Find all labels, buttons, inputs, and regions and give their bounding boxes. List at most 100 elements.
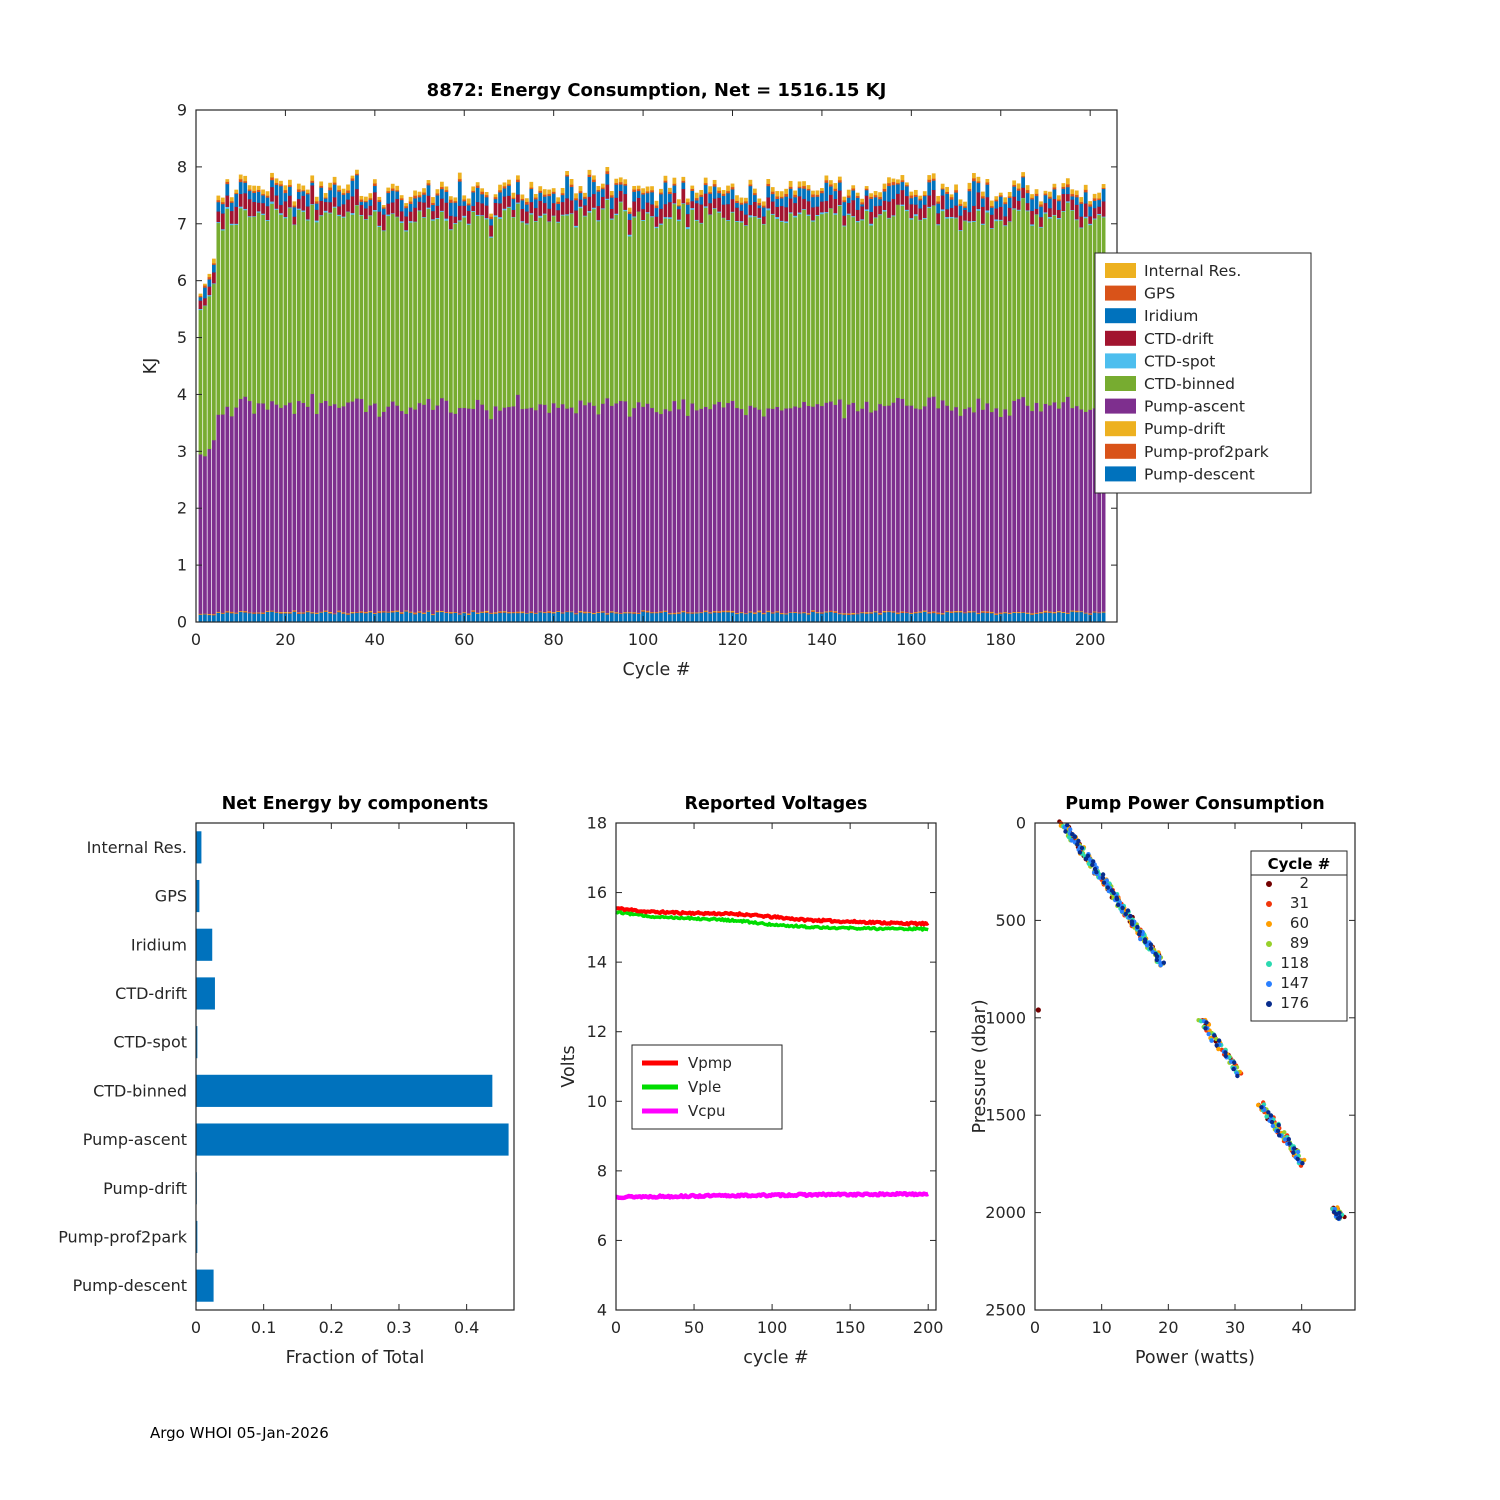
svg-text:2: 2 xyxy=(1299,874,1309,892)
axes: 0 10 20 30 40 0 500 1000 1500 2000 2500 Pump Power … xyxy=(970,794,1356,1368)
svg-text:50: 50 xyxy=(684,1318,704,1337)
svg-text:12: 12 xyxy=(587,1022,607,1041)
svg-text:18: 18 xyxy=(587,814,607,833)
svg-text:Vcpu: Vcpu xyxy=(688,1102,726,1120)
line-vpmp xyxy=(615,906,930,927)
svg-text:0.4: 0.4 xyxy=(454,1318,479,1337)
svg-text:500: 500 xyxy=(995,911,1026,930)
svg-text:150: 150 xyxy=(835,1318,866,1337)
svg-text:CTD-drift: CTD-drift xyxy=(115,984,187,1003)
svg-text:176: 176 xyxy=(1280,994,1309,1012)
svg-text:100: 100 xyxy=(757,1318,788,1337)
svg-text:140: 140 xyxy=(807,630,838,649)
svg-text:1500: 1500 xyxy=(985,1106,1026,1125)
svg-text:0: 0 xyxy=(177,613,187,632)
svg-text:20: 20 xyxy=(275,630,295,649)
svg-text:CTD-spot: CTD-spot xyxy=(113,1033,187,1052)
svg-text:0: 0 xyxy=(1030,1318,1040,1337)
svg-text:CTD-drift: CTD-drift xyxy=(1144,330,1214,348)
net-energy-bar xyxy=(196,879,200,913)
line-vcpu xyxy=(615,1190,930,1201)
svg-text:Pump-drift: Pump-drift xyxy=(1144,420,1225,438)
svg-text:0: 0 xyxy=(191,1318,201,1337)
legend-swatch-internal-res- xyxy=(1105,263,1136,278)
svg-text:118: 118 xyxy=(1280,954,1309,972)
legend-swatch-ctd-drift xyxy=(1105,330,1136,346)
legend-swatch-iridium xyxy=(1105,308,1136,324)
line-vple xyxy=(615,909,929,932)
svg-text:30: 30 xyxy=(1225,1318,1245,1337)
svg-text:60: 60 xyxy=(1290,914,1309,932)
energy-legend: Internal Res. GPS Iridium CTD-drift CTD-spot… xyxy=(1094,252,1312,494)
svg-text:8872: Energy Consumption, Net: 8872: Energy Consumption, Net = 1516.15 … xyxy=(427,80,887,101)
svg-text:10: 10 xyxy=(1091,1318,1111,1337)
svg-text:4: 4 xyxy=(597,1301,607,1320)
energy-consumption-chart: 0 20 40 60 80 100 120 140 160 180 200 0 1 2 3 4 5 6 7 8 9 887… xyxy=(141,80,1312,680)
legend-swatch-gps xyxy=(1105,285,1136,301)
svg-text:CTD-binned: CTD-binned xyxy=(1144,375,1235,393)
legend-swatch-ctd-binned xyxy=(1105,376,1136,391)
svg-text:3: 3 xyxy=(177,442,187,461)
svg-text:Cycle #: Cycle # xyxy=(622,660,690,680)
svg-text:Reported Voltages: Reported Voltages xyxy=(685,794,868,814)
net-energy-bar xyxy=(196,928,213,961)
svg-text:KJ: KJ xyxy=(141,358,161,375)
svg-text:200: 200 xyxy=(913,1318,944,1337)
legend-swatch-pump-descent xyxy=(1105,466,1136,482)
svg-text:0: 0 xyxy=(611,1318,621,1337)
svg-text:Fraction of Total: Fraction of Total xyxy=(286,1348,425,1368)
svg-text:89: 89 xyxy=(1290,934,1309,952)
pump-power-consumption-chart: 0 10 20 30 40 0 500 1000 1500 2000 2500 Pump Power … xyxy=(970,794,1356,1368)
scatter-series-cycle-176 xyxy=(1063,822,1343,1221)
svg-text:40: 40 xyxy=(1291,1318,1311,1337)
svg-text:0.3: 0.3 xyxy=(386,1318,411,1337)
legend-marker-cycle-176 xyxy=(1266,1001,1272,1007)
svg-text:80: 80 xyxy=(543,630,563,649)
net-energy-bar xyxy=(196,1269,214,1302)
svg-text:10: 10 xyxy=(587,1092,607,1111)
net-energy-bar xyxy=(196,1074,493,1107)
net-energy-by-components-chart: Internal Res. GPS Iridium CTD-drift CTD-spot… xyxy=(58,794,515,1368)
svg-text:Net Energy by components: Net Energy by components xyxy=(222,794,489,814)
svg-text:Vpmp: Vpmp xyxy=(688,1054,732,1072)
svg-text:Power (watts): Power (watts) xyxy=(1135,1348,1255,1368)
pump-power-points xyxy=(1035,819,1347,1222)
legend-marker-cycle-31 xyxy=(1266,901,1272,907)
svg-text:147: 147 xyxy=(1280,974,1309,992)
svg-text:Pump Power Consumption: Pump Power Consumption xyxy=(1065,794,1325,814)
svg-text:Internal Res.: Internal Res. xyxy=(87,838,187,857)
svg-text:Pump-descent: Pump-descent xyxy=(73,1276,187,1295)
svg-text:20: 20 xyxy=(1158,1318,1178,1337)
net-energy-bar xyxy=(196,1026,198,1059)
svg-text:8: 8 xyxy=(597,1161,607,1180)
voltage-lines xyxy=(615,906,930,1201)
svg-text:cycle #: cycle # xyxy=(743,1348,808,1368)
axes: 0 0.1 0.2 0.3 0.4 Net Energy by components Fra… xyxy=(191,794,515,1368)
footer-text: Argo WHOI 05-Jan-2026 xyxy=(150,1424,329,1442)
svg-text:Cycle #: Cycle # xyxy=(1268,855,1331,873)
legend-marker-cycle-118 xyxy=(1266,961,1272,967)
svg-text:160: 160 xyxy=(896,630,927,649)
scatter-outlier-point xyxy=(1035,1007,1041,1013)
svg-text:Pump-prof2park: Pump-prof2park xyxy=(58,1227,188,1246)
cycle-legend: Cycle #2 31 60 89 118 147 176 xyxy=(1250,850,1348,1022)
svg-text:Internal Res.: Internal Res. xyxy=(1144,262,1241,280)
reported-voltages-chart: 0 50 100 150 200 4 6 8 10 12 14 16 18 Reported Voltag… xyxy=(560,794,943,1368)
legend-swatch-pump-drift xyxy=(1105,421,1136,437)
energy-stacked-bars xyxy=(198,166,1106,623)
svg-text:0: 0 xyxy=(1016,814,1026,833)
svg-text:4: 4 xyxy=(177,385,187,404)
svg-text:Pressure (dbar): Pressure (dbar) xyxy=(970,999,990,1133)
svg-text:7: 7 xyxy=(177,214,187,233)
axes: 0 50 100 150 200 4 6 8 10 12 14 16 18 Reported Voltag… xyxy=(560,794,943,1368)
svg-text:GPS: GPS xyxy=(1144,285,1175,303)
net-energy-bar xyxy=(196,977,215,1010)
net-energy-bar xyxy=(196,1123,509,1156)
svg-text:9: 9 xyxy=(177,101,187,120)
legend-marker-cycle-60 xyxy=(1266,921,1272,927)
legend-marker-cycle-89 xyxy=(1266,941,1272,947)
svg-text:14: 14 xyxy=(587,953,607,972)
svg-text:Pump-drift: Pump-drift xyxy=(103,1179,187,1198)
svg-text:0.1: 0.1 xyxy=(251,1318,276,1337)
